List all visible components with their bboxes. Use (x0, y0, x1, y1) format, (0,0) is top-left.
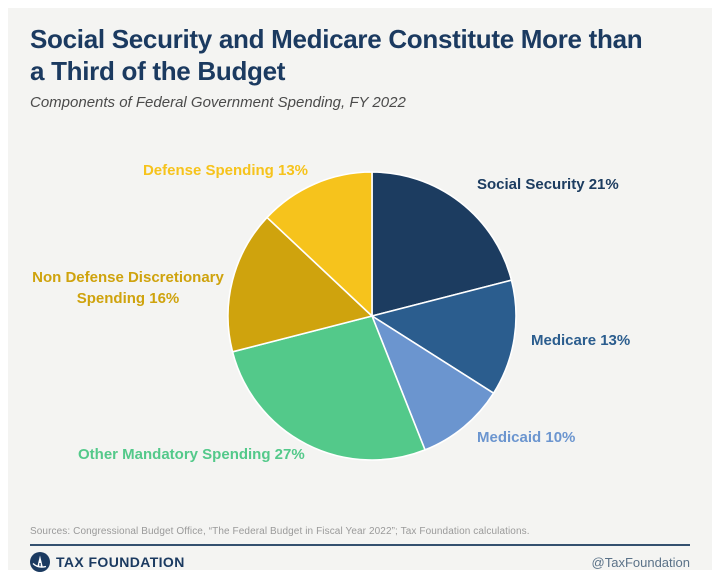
brand-name: TAX FOUNDATION (56, 554, 185, 570)
pie-slice-medicare (371, 279, 517, 394)
pie-slice-other-mandatory-spending (231, 315, 426, 461)
pie-slice-non-defense-discretionary-spending (227, 216, 373, 353)
footer-bar: TAX FOUNDATION @TaxFoundation (30, 550, 690, 574)
infographic-page: Social Security and Medicare Constitute … (8, 8, 712, 572)
page-subtitle: Components of Federal Government Spendin… (30, 94, 406, 111)
pie-label-other-mandatory-spending: Other Mandatory Spending 27% (78, 446, 305, 463)
pie-label-medicare: Medicare 13% (531, 332, 631, 349)
pie-slice-defense-spending (266, 171, 373, 317)
pie-label-medicaid: Medicaid 10% (477, 429, 576, 446)
footer-divider (30, 544, 690, 546)
pie-slice-social-security (371, 171, 513, 317)
pie-slice-medicaid (371, 315, 495, 451)
pie-label-defense-spending: Defense Spending 13% (142, 162, 308, 179)
social-handle: @TaxFoundation (591, 554, 690, 570)
sources-note: Sources: Congressional Budget Office, “T… (30, 526, 530, 537)
page-title: Social Security and Medicare Constitute … (30, 24, 643, 86)
tax-foundation-lighthouse-logo-icon (30, 552, 50, 572)
pie-label-social-security: Social Security 21% (477, 176, 619, 193)
pie-chart-area: Defense Spending 13% Social Security 21%… (8, 118, 712, 518)
pie-label-non-defense-discretionary: Non Defense Discretionary Spending 16% (32, 269, 224, 307)
pie-chart (227, 171, 517, 461)
brand: TAX FOUNDATION (30, 552, 185, 572)
